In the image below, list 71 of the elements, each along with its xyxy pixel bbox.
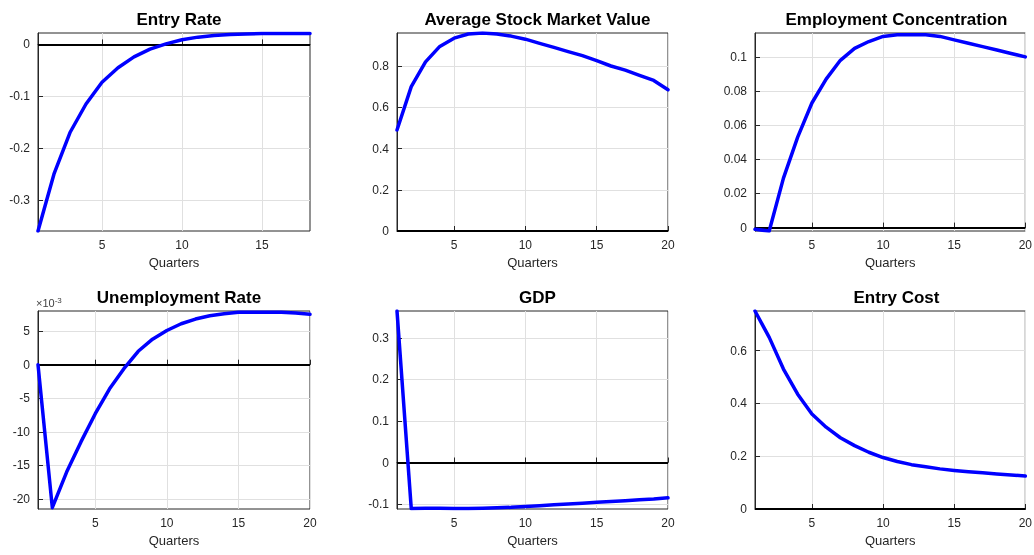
y-tick-label: 0.08	[723, 84, 748, 99]
y-tick-label: -0.1	[9, 89, 31, 104]
x-tick-label: 10	[175, 238, 189, 252]
x-tick-label: 5	[450, 238, 458, 252]
y-tick-label: 0.06	[723, 118, 748, 133]
x-axis-title: Quarters	[148, 254, 200, 270]
x-tick-label: 5	[808, 516, 816, 530]
chart-title: Entry Cost	[853, 288, 940, 307]
x-tick-label: 15	[947, 238, 962, 252]
y-tick-label: 0.1	[730, 49, 748, 64]
y-tick-label: 0.3	[372, 330, 390, 345]
y-tick-label: 0.4	[730, 396, 748, 411]
y-tick-label: -20	[12, 491, 31, 506]
x-tick-label: 5	[91, 516, 99, 530]
x-tick-label: 15	[255, 238, 269, 252]
y-tick-label: -0.2	[9, 141, 31, 156]
x-tick-label: 10	[518, 238, 533, 252]
line-series	[36, 31, 312, 233]
y-tick-label: 0.2	[730, 449, 748, 464]
line-series	[395, 31, 670, 132]
x-axis-title: Quarters	[507, 532, 559, 548]
x-axis-title: Quarters	[864, 532, 916, 548]
line-series	[395, 309, 670, 511]
y-tick-label: 0	[23, 357, 31, 372]
line-series	[36, 310, 312, 510]
x-tick-label: 15	[590, 516, 604, 530]
y-tick-label: -10	[12, 424, 31, 439]
y-tick-label: 0.02	[723, 186, 748, 201]
y-tick-label: 0.2	[372, 182, 390, 197]
x-tick-label: 10	[160, 516, 174, 530]
chart-title: Unemployment Rate	[96, 288, 262, 307]
line-series	[753, 32, 1028, 233]
x-tick-label: 20	[661, 238, 675, 252]
y-tick-label: -0.1	[368, 497, 390, 512]
x-tick-label: 20	[661, 516, 675, 530]
y-tick-label: 0.6	[730, 343, 748, 358]
x-tick-label: 15	[590, 238, 604, 252]
y-tick-label: 5	[23, 324, 31, 339]
x-tick-label: 20	[303, 516, 317, 530]
x-tick-label: 10	[876, 516, 891, 530]
y-tick-label: -15	[12, 458, 31, 473]
x-axis-title: Quarters	[864, 254, 916, 270]
x-tick-label: 5	[98, 238, 106, 252]
x-tick-label: 5	[808, 238, 816, 252]
y-tick-label: 0	[740, 220, 748, 235]
x-tick-label: 15	[947, 516, 962, 530]
y-tick-label: 0.1	[372, 414, 390, 428]
y-tick-label: 0	[382, 455, 390, 470]
x-tick-label: 20	[1018, 238, 1033, 252]
chart-title: Entry Rate	[136, 10, 222, 29]
y-tick-label: -0.3	[9, 192, 31, 207]
x-tick-label: 15	[231, 516, 246, 530]
chart-title: Average Stock Market Value	[424, 10, 651, 29]
y-tick-label: 0.8	[372, 59, 390, 73]
y-tick-label: 0	[740, 502, 748, 516]
line-series	[753, 309, 1028, 478]
x-tick-label: 10	[518, 516, 533, 530]
y-tick-label: 0.04	[723, 152, 748, 167]
chart-title: Employment Concentration	[785, 10, 1008, 29]
x-tick-label: 20	[1018, 516, 1033, 530]
y-tick-label: 0	[23, 37, 31, 52]
y-tick-label: 0.4	[372, 141, 390, 156]
x-axis-title: Quarters	[148, 532, 200, 548]
y-tick-label: 0.6	[372, 100, 390, 115]
y-tick-label: -5	[19, 391, 31, 406]
chart-title: GDP	[519, 288, 556, 307]
x-tick-label: 5	[450, 516, 458, 530]
x-axis-title: Quarters	[507, 254, 559, 270]
y-tick-label: 0	[382, 224, 390, 238]
x-tick-label: 10	[876, 238, 891, 252]
y-tick-label: 0.2	[372, 372, 390, 387]
